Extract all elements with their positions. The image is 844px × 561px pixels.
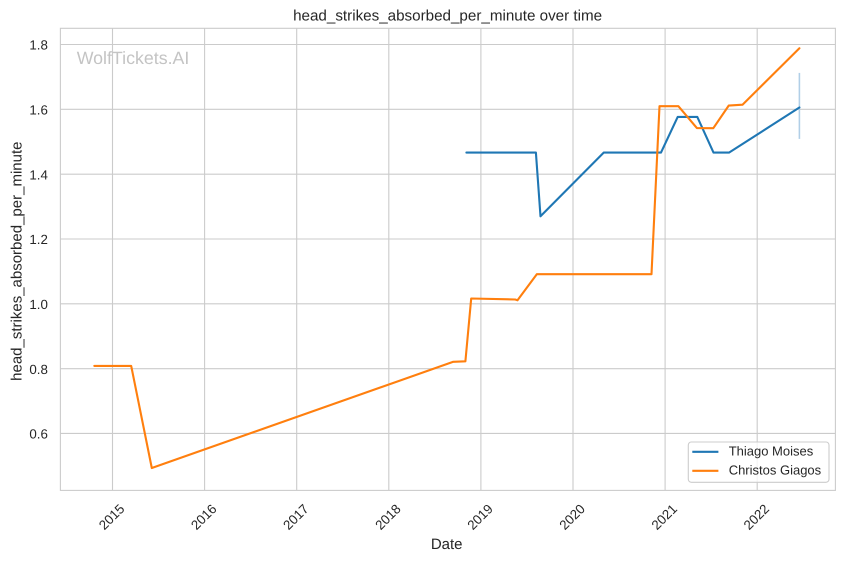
svg-text:1.6: 1.6 [29,103,48,118]
svg-text:2018: 2018 [372,501,404,533]
svg-text:2021: 2021 [649,501,681,533]
svg-text:2015: 2015 [96,501,128,533]
svg-text:head_strikes_absorbed_per_minu: head_strikes_absorbed_per_minute [9,142,26,381]
svg-text:head_strikes_absorbed_per_minu: head_strikes_absorbed_per_minute over ti… [293,8,602,25]
svg-text:2022: 2022 [741,501,773,533]
svg-text:1.4: 1.4 [29,167,48,182]
svg-text:0.6: 0.6 [29,427,48,442]
svg-text:1.8: 1.8 [29,38,48,53]
svg-text:Date: Date [431,536,463,553]
svg-text:Christos Giagos: Christos Giagos [729,463,822,478]
svg-text:Thiago Moises: Thiago Moises [729,444,814,459]
svg-text:1.0: 1.0 [29,297,48,312]
svg-text:1.2: 1.2 [29,232,48,247]
svg-text:2016: 2016 [188,501,220,533]
svg-text:0.8: 0.8 [29,362,48,377]
svg-text:2017: 2017 [280,501,312,533]
svg-text:2019: 2019 [464,501,496,533]
svg-text:WolfTickets.AI: WolfTickets.AI [77,48,190,68]
svg-text:2020: 2020 [556,501,588,533]
